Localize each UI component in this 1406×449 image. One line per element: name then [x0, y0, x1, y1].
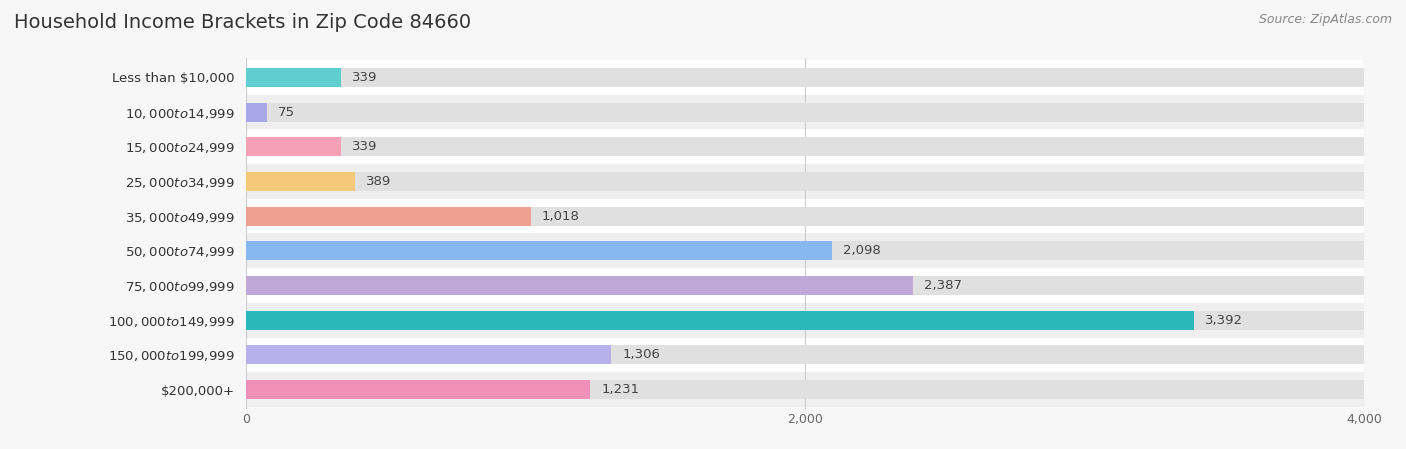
Bar — [246, 345, 1364, 365]
Bar — [246, 380, 1364, 399]
Bar — [246, 311, 1364, 330]
Bar — [246, 102, 1364, 122]
Bar — [246, 372, 1364, 407]
Bar — [246, 68, 340, 87]
Bar — [246, 311, 1194, 330]
Bar — [246, 345, 612, 365]
Bar — [246, 95, 1364, 129]
Bar — [246, 241, 1364, 260]
Bar — [246, 172, 1364, 191]
Text: 2,098: 2,098 — [844, 244, 882, 257]
Text: 3,392: 3,392 — [1205, 314, 1243, 327]
Bar — [246, 68, 1364, 87]
Bar — [246, 241, 832, 260]
Bar — [246, 164, 1364, 199]
Bar — [246, 303, 1364, 338]
Text: 339: 339 — [352, 140, 377, 153]
Bar — [246, 276, 1364, 295]
Bar — [246, 60, 1364, 95]
Text: 2,387: 2,387 — [924, 279, 962, 292]
Bar — [246, 207, 530, 226]
Bar — [246, 199, 1364, 233]
Bar — [246, 172, 354, 191]
Bar — [246, 380, 591, 399]
Bar — [246, 276, 912, 295]
Bar — [246, 137, 340, 156]
Text: 1,018: 1,018 — [541, 210, 579, 223]
Text: 389: 389 — [366, 175, 391, 188]
Text: Source: ZipAtlas.com: Source: ZipAtlas.com — [1258, 13, 1392, 26]
Text: 1,231: 1,231 — [602, 383, 640, 396]
Bar — [246, 268, 1364, 303]
Text: 1,306: 1,306 — [623, 348, 659, 361]
Text: 339: 339 — [352, 71, 377, 84]
Bar — [246, 338, 1364, 372]
Text: 75: 75 — [278, 106, 295, 119]
Text: Household Income Brackets in Zip Code 84660: Household Income Brackets in Zip Code 84… — [14, 13, 471, 32]
Bar — [246, 233, 1364, 268]
Bar — [246, 207, 1364, 226]
Bar — [246, 102, 267, 122]
Bar — [246, 137, 1364, 156]
Bar — [246, 129, 1364, 164]
